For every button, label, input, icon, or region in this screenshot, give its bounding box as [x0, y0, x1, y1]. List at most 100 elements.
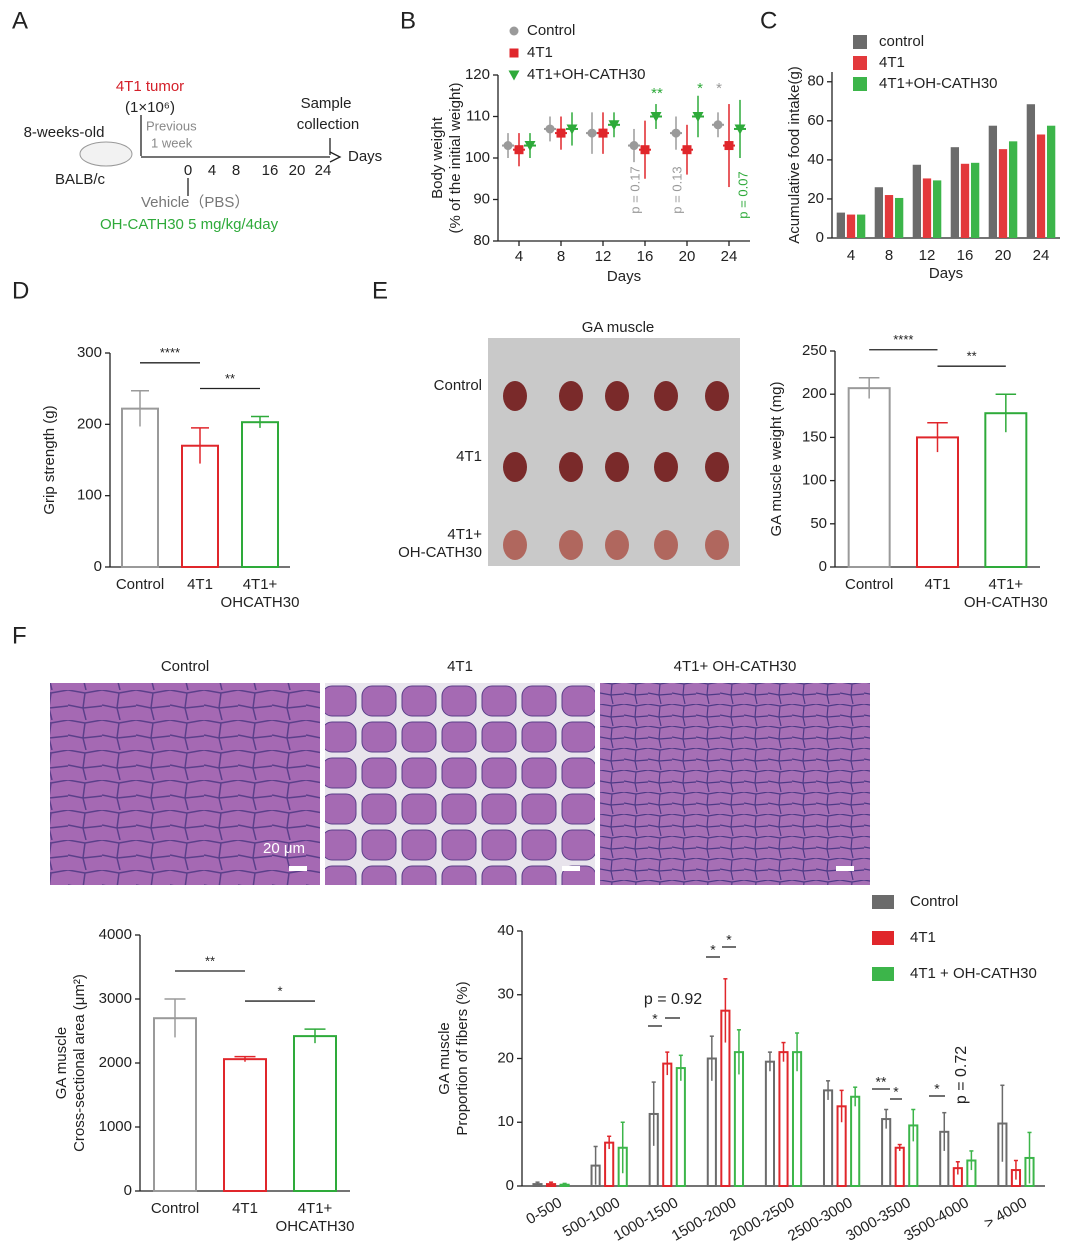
x-tick-label: 2000-2500 — [727, 1194, 798, 1245]
bar — [293, 1035, 337, 1192]
muscle — [705, 381, 729, 411]
y-tick-label: 200 — [802, 385, 827, 402]
dose-label: (1×10⁶) — [125, 99, 175, 116]
image-title: 4T1 — [447, 658, 473, 675]
muscle — [654, 452, 678, 482]
bar — [662, 1062, 673, 1187]
bar — [181, 444, 219, 569]
bar — [1046, 125, 1056, 238]
marker — [545, 124, 555, 134]
y-tick-label: 0 — [819, 558, 827, 575]
annotation: * — [934, 1081, 940, 1097]
legend-label: Control — [910, 893, 958, 910]
bar — [1036, 134, 1046, 238]
muscle — [559, 381, 583, 411]
x-tick-label: 4T1+ OHCATH30 — [276, 1200, 355, 1235]
y-tick-label: 40 — [807, 151, 824, 168]
y-tick-label: 300 — [77, 344, 102, 361]
bar — [847, 387, 891, 569]
previous-label: 1 week — [151, 135, 193, 150]
annotation: * — [726, 932, 732, 948]
bar — [950, 147, 960, 238]
x-tick-label: > 4000 — [981, 1194, 1030, 1232]
bar — [922, 178, 932, 238]
bar — [846, 214, 856, 238]
x-tick-label: 20 — [679, 248, 696, 265]
axis-label: Days — [348, 148, 382, 165]
bar — [912, 164, 922, 238]
bar — [960, 163, 970, 238]
y-tick-label: 90 — [473, 190, 490, 207]
x-tick-label: Control — [151, 1200, 199, 1217]
sample-label: collection — [297, 116, 360, 133]
significance-label: **** — [893, 332, 913, 347]
mouse-icon — [79, 141, 133, 167]
x-tick-label: 16 — [637, 248, 654, 265]
marker — [629, 141, 639, 151]
significance-label: * — [277, 984, 282, 999]
muscle — [705, 530, 729, 560]
timeline-label: 8 — [232, 162, 240, 179]
bar — [988, 125, 998, 238]
bar — [153, 1017, 197, 1193]
x-tick-label: 4 — [847, 247, 855, 264]
schematic: 4T1 tumor (1×10⁶) Previous 1 week 8-week… — [24, 78, 383, 233]
mouse-label: 8-weeks-old — [24, 124, 105, 141]
y-tick-label: 110 — [466, 107, 490, 124]
x-tick-label: 1000-1500 — [611, 1194, 682, 1245]
bar — [894, 197, 904, 238]
y-tick-label: 80 — [807, 73, 824, 90]
x-tick-label: 8 — [557, 248, 565, 265]
annotation: p = 0.92 — [644, 991, 702, 1008]
bar — [121, 407, 159, 569]
bar — [241, 421, 279, 568]
marker — [598, 128, 608, 138]
marker — [566, 124, 578, 135]
marker — [671, 128, 681, 138]
bar — [850, 1095, 861, 1187]
x-tick-label: 4T1+ OHCATH30 — [221, 576, 300, 611]
significance-label: ** — [967, 349, 977, 364]
vehicle-label: Vehicle（PBS） — [141, 194, 249, 211]
x-tick-label: 8 — [885, 247, 893, 264]
panel-label: B — [400, 7, 416, 34]
y-tick-label: 100 — [465, 149, 490, 166]
marker — [503, 141, 513, 151]
y-tick-label: 30 — [497, 986, 514, 1003]
legend-swatch — [872, 967, 894, 981]
muscle — [559, 530, 583, 560]
y-tick-label: 0 — [506, 1177, 514, 1194]
annotation: * — [697, 80, 703, 97]
bar — [998, 149, 1008, 238]
y-tick-label: 20 — [497, 1049, 514, 1066]
y-tick-label: 200 — [77, 415, 102, 432]
legend-marker — [509, 48, 519, 58]
x-tick-label: Control — [116, 576, 164, 593]
x-tick-label: 12 — [919, 247, 936, 264]
tumor-label: 4T1 tumor — [116, 78, 184, 95]
marker — [650, 112, 662, 122]
y-tick-label: 1000 — [99, 1118, 132, 1135]
mouse-label: BALB/c — [55, 171, 106, 188]
muscle — [654, 530, 678, 560]
significance-label: ** — [205, 953, 215, 968]
x-tick-label: Control — [845, 576, 893, 593]
y-tick-label: 50 — [810, 515, 827, 532]
marker — [608, 120, 620, 131]
bar — [604, 1141, 615, 1188]
x-tick-label: 1500-2000 — [669, 1194, 740, 1245]
legend-label: 4T1 + OH-CATH30 — [910, 965, 1037, 982]
y-tick-label: 0 — [124, 1182, 132, 1199]
legend-swatch — [853, 35, 867, 49]
x-tick-label: 4T1 — [187, 576, 213, 593]
annotation: * — [716, 80, 722, 97]
histology-image — [325, 683, 595, 885]
marker — [692, 112, 704, 122]
timeline-label: 16 — [262, 162, 279, 179]
marker — [713, 120, 723, 130]
bar — [791, 1051, 803, 1187]
legend-marker — [508, 70, 520, 81]
bar — [764, 1060, 776, 1187]
y-axis-label: GA muscle weight (mg) — [768, 381, 785, 536]
